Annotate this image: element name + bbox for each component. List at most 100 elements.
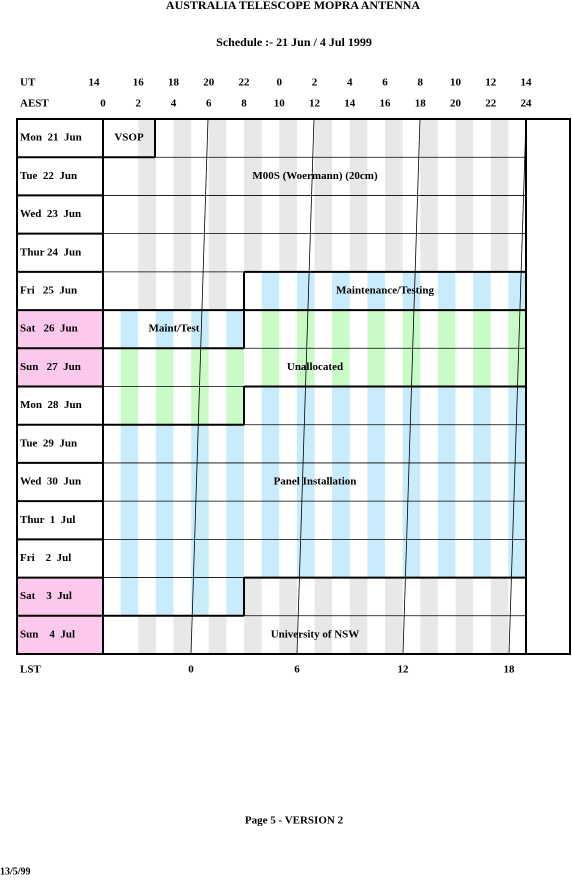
ut-label: UT bbox=[20, 77, 36, 89]
hour-stripe bbox=[296, 539, 315, 578]
hour-stripe bbox=[279, 615, 297, 654]
block-label: Maintenance/Testing bbox=[336, 284, 434, 296]
hour-stripe bbox=[279, 195, 297, 234]
hour-stripe bbox=[332, 271, 350, 311]
ut-tick: 4 bbox=[347, 77, 353, 89]
hour-stripe bbox=[155, 577, 174, 616]
hour-stripe bbox=[261, 310, 280, 349]
block-label: M00S (Woermann) (20cm) bbox=[252, 170, 378, 182]
hour-stripe bbox=[191, 501, 209, 540]
hour-stripe bbox=[367, 539, 385, 578]
block-label: Unallocated bbox=[287, 361, 343, 373]
hour-stripe bbox=[120, 539, 139, 578]
hour-stripe bbox=[226, 577, 244, 616]
day-label: Wed 30 Jun bbox=[20, 476, 81, 488]
aest-tick: 2 bbox=[136, 98, 142, 110]
hour-stripe bbox=[138, 119, 156, 158]
aest-tick: 14 bbox=[344, 98, 356, 110]
hour-stripe bbox=[420, 157, 438, 196]
ut-tick: 16 bbox=[133, 77, 145, 89]
block-label: Maint/Test bbox=[149, 323, 200, 335]
ut-tick: 12 bbox=[485, 77, 497, 89]
hour-stripe bbox=[402, 271, 421, 311]
hour-stripe bbox=[437, 310, 456, 349]
hour-stripe bbox=[349, 577, 368, 616]
hour-stripe bbox=[490, 233, 509, 272]
hour-stripe bbox=[155, 386, 174, 425]
lst-line bbox=[402, 118, 421, 655]
hour-stripe bbox=[367, 310, 385, 349]
weekend-cell bbox=[17, 348, 103, 387]
hour-stripe bbox=[208, 119, 227, 158]
ut-tick: 14 bbox=[521, 77, 533, 89]
hour-stripe bbox=[314, 615, 333, 654]
hour-stripe bbox=[385, 119, 403, 158]
block-label: VSOP bbox=[114, 132, 144, 144]
hour-stripe bbox=[244, 233, 262, 272]
hour-stripe bbox=[508, 501, 526, 540]
hour-stripe bbox=[420, 615, 438, 654]
ut-tick: 6 bbox=[382, 77, 388, 89]
hour-stripe bbox=[332, 462, 350, 502]
hour-stripe bbox=[349, 615, 368, 654]
hour-stripe bbox=[173, 157, 192, 196]
hour-stripe bbox=[244, 195, 262, 234]
ut-tick: 8 bbox=[418, 77, 424, 89]
hour-stripe bbox=[332, 310, 350, 349]
hour-stripe bbox=[120, 577, 139, 616]
day-label: Sun 4 Jul bbox=[20, 628, 75, 640]
hour-stripe bbox=[490, 157, 509, 196]
hour-stripe bbox=[455, 615, 474, 654]
hour-stripe bbox=[226, 462, 244, 502]
ut-tick: 0 bbox=[277, 77, 283, 89]
hour-stripe bbox=[138, 271, 156, 311]
lst-tick: 0 bbox=[188, 664, 194, 676]
hour-stripe bbox=[349, 119, 368, 158]
hour-stripe bbox=[191, 424, 209, 463]
lst-line bbox=[508, 118, 527, 655]
hour-stripe bbox=[437, 271, 456, 311]
lst-label: LST bbox=[20, 664, 41, 676]
hour-stripe bbox=[437, 501, 456, 540]
hour-stripe bbox=[296, 271, 315, 311]
day-label: Sun 27 Jun bbox=[20, 361, 81, 373]
block-label: University of NSW bbox=[271, 628, 360, 640]
hour-stripe bbox=[402, 539, 421, 578]
aest-label: AEST bbox=[20, 98, 49, 110]
hour-stripe bbox=[296, 348, 315, 387]
hour-stripe bbox=[367, 348, 385, 387]
hour-stripe bbox=[261, 462, 280, 502]
block-label: Panel Installation bbox=[274, 476, 357, 488]
hour-stripe bbox=[138, 615, 156, 654]
aest-tick: 6 bbox=[206, 98, 212, 110]
aest-tick: 24 bbox=[521, 98, 533, 110]
title: AUSTRALIA TELESCOPE MOPRA ANTENNA bbox=[166, 0, 420, 12]
hour-stripe bbox=[420, 577, 438, 616]
lst-line bbox=[190, 118, 209, 655]
day-label: Thur 24 Jun bbox=[20, 246, 81, 258]
hour-stripe bbox=[296, 386, 315, 425]
ut-tick: 14 bbox=[89, 77, 101, 89]
hour-stripe bbox=[420, 233, 438, 272]
hour-stripe bbox=[279, 233, 297, 272]
hour-stripe bbox=[508, 310, 526, 349]
lst-tick: 18 bbox=[504, 664, 516, 676]
hour-stripe bbox=[314, 233, 333, 272]
hour-stripe bbox=[226, 501, 244, 540]
hour-stripe bbox=[420, 195, 438, 234]
hour-stripe bbox=[508, 539, 526, 578]
hour-stripe bbox=[332, 386, 350, 425]
hour-stripe bbox=[296, 310, 315, 349]
hour-stripe bbox=[402, 310, 421, 349]
hour-stripe bbox=[385, 577, 403, 616]
hour-stripe bbox=[120, 501, 139, 540]
day-label: Fri 25 Jun bbox=[20, 284, 77, 296]
aest-tick: 20 bbox=[450, 98, 462, 110]
hour-stripe bbox=[473, 462, 491, 502]
hour-stripe bbox=[191, 539, 209, 578]
hour-stripe bbox=[244, 119, 262, 158]
hour-stripe bbox=[155, 462, 174, 502]
aest-tick: 22 bbox=[485, 98, 497, 110]
hour-stripe bbox=[490, 615, 509, 654]
aest-tick: 18 bbox=[415, 98, 427, 110]
